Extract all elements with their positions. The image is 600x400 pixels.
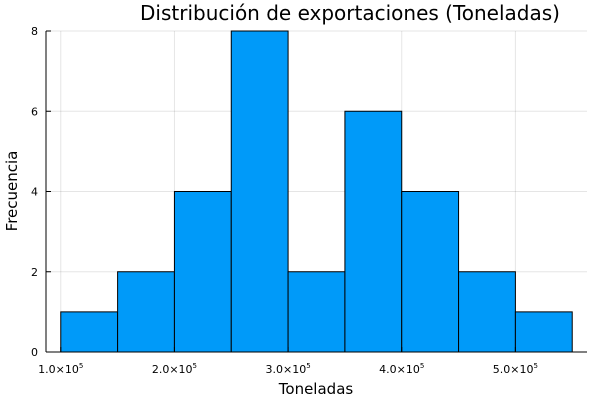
histogram-bar <box>173 191 232 353</box>
x-tick-label: 3.0×105 <box>265 362 310 376</box>
x-tick-label: 5.0×105 <box>493 362 538 376</box>
y-axis-ticks: 0 2 4 6 8 <box>31 25 51 359</box>
histogram-bar <box>230 30 289 353</box>
histogram-bar <box>287 271 346 353</box>
histogram-bar <box>514 311 573 353</box>
y-tick-label: 2 <box>31 266 38 279</box>
histogram-bar <box>344 110 403 353</box>
y-tick-label: 6 <box>31 105 38 118</box>
x-tick-label: 1.0×105 <box>38 362 83 376</box>
x-tick-label: 2.0×105 <box>152 362 197 376</box>
histogram-bar <box>458 271 516 353</box>
x-tick-label: 4.0×105 <box>379 362 424 376</box>
y-tick-label: 4 <box>31 186 38 199</box>
y-tick-label: 8 <box>31 25 38 38</box>
histogram-bar <box>401 191 460 353</box>
histogram-bar <box>117 271 175 353</box>
x-axis-ticks: 1.0×105 2.0×105 3.0×105 4.0×105 5.0×105 <box>38 347 538 376</box>
y-tick-label: 0 <box>31 346 38 359</box>
chart-title: Distribución de exportaciones (Toneladas… <box>140 1 560 25</box>
x-axis-label: Toneladas <box>278 380 354 398</box>
y-axis-label: Frecuencia <box>3 151 21 232</box>
histogram-bar <box>60 311 119 353</box>
